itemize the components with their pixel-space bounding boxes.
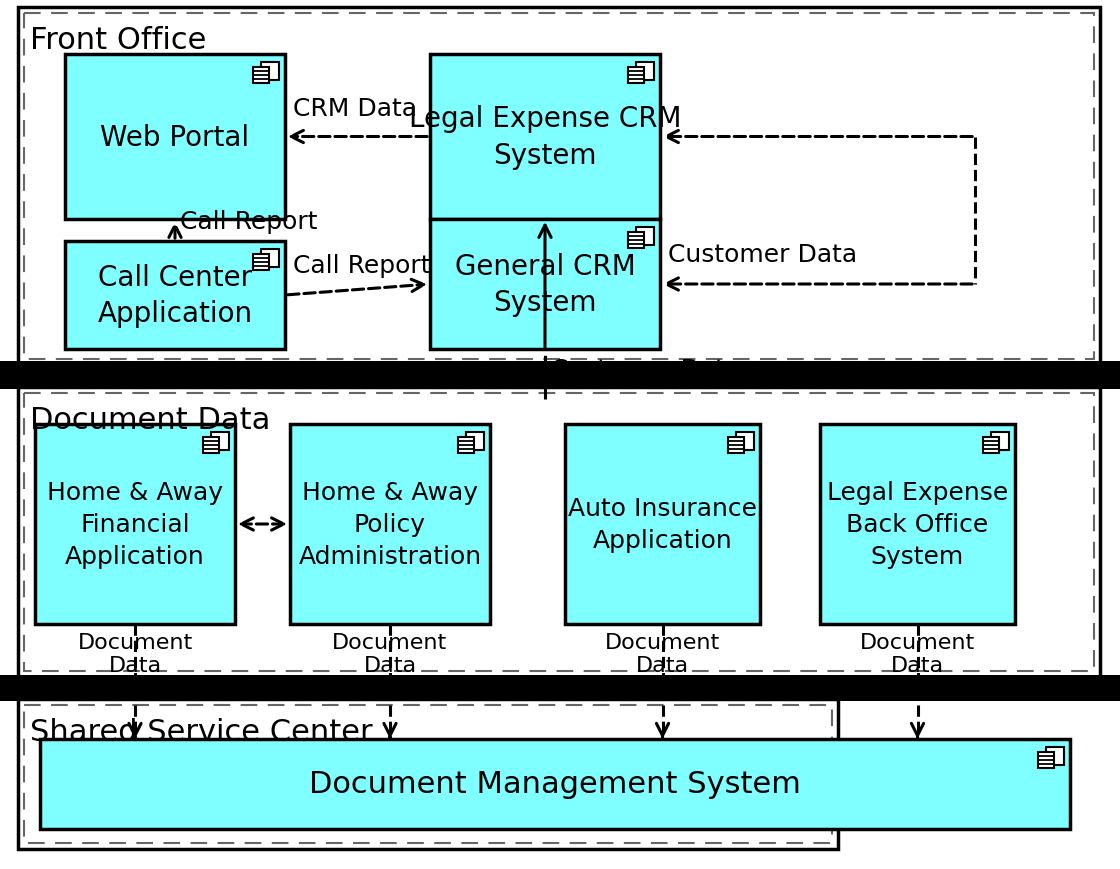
Text: Call Report: Call Report	[180, 209, 317, 234]
Text: Home & Away
Policy
Administration: Home & Away Policy Administration	[298, 481, 482, 568]
Text: Shared Service Center: Shared Service Center	[30, 717, 373, 746]
Bar	[65, 55, 284, 220]
Text: Customer Data: Customer Data	[551, 357, 740, 381]
Bar	[18, 8, 1100, 366]
Text: Document
Data: Document Data	[605, 633, 720, 675]
Text: Document
Data: Document Data	[333, 633, 448, 675]
Bar	[212, 433, 228, 450]
Text: Call Center
Application: Call Center Application	[97, 263, 253, 328]
Bar	[35, 425, 235, 624]
Bar	[24, 14, 1094, 360]
Bar	[253, 255, 269, 271]
Text: Web Portal: Web Portal	[101, 123, 250, 151]
Bar	[18, 388, 1100, 677]
Bar	[65, 242, 284, 349]
Text: Document Data: Document Data	[30, 406, 270, 434]
Bar	[0, 675, 1120, 701]
Bar	[261, 250, 279, 268]
Bar	[430, 55, 660, 220]
Text: Auto Insurance
Application: Auto Insurance Application	[568, 496, 757, 552]
Bar	[991, 433, 1009, 450]
Text: Document
Data: Document Data	[77, 633, 193, 675]
Bar	[636, 229, 654, 246]
Bar	[0, 362, 1120, 389]
Bar	[627, 68, 644, 84]
Bar	[627, 233, 644, 249]
Bar	[820, 425, 1015, 624]
Text: CRM Data: CRM Data	[293, 97, 417, 122]
Bar	[466, 433, 484, 450]
Bar	[1037, 753, 1054, 768]
Bar	[728, 438, 744, 454]
Bar	[430, 220, 660, 349]
Bar	[24, 705, 832, 843]
Bar	[203, 438, 218, 454]
Text: Document Management System: Document Management System	[309, 770, 801, 799]
Bar	[18, 388, 1100, 677]
Bar	[24, 394, 1094, 671]
Text: Home & Away
Financial
Application: Home & Away Financial Application	[47, 481, 223, 568]
Bar	[1046, 747, 1064, 765]
Bar	[18, 700, 838, 849]
Bar	[982, 438, 999, 454]
Text: Front Office: Front Office	[30, 26, 206, 55]
Text: General CRM
System: General CRM System	[455, 252, 635, 317]
Text: Customer Data: Customer Data	[668, 242, 857, 267]
Bar	[40, 740, 1070, 829]
Text: Call Report: Call Report	[293, 254, 430, 278]
Bar	[636, 63, 654, 81]
Text: Legal Expense
Back Office
System: Legal Expense Back Office System	[827, 481, 1008, 568]
Bar	[18, 8, 1100, 366]
Text: Legal Expense CRM
System: Legal Expense CRM System	[409, 105, 681, 169]
Bar	[564, 425, 760, 624]
Bar	[290, 425, 491, 624]
Text: Document
Data: Document Data	[860, 633, 976, 675]
Bar	[261, 63, 279, 81]
Bar	[458, 438, 474, 454]
Bar	[737, 433, 754, 450]
Bar	[253, 68, 269, 84]
Bar	[18, 700, 838, 849]
